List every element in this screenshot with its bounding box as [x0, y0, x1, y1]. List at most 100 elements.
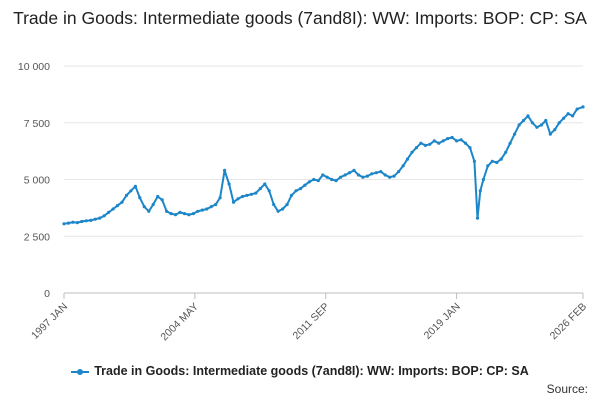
- data-point[interactable]: [165, 209, 169, 213]
- data-point[interactable]: [548, 132, 552, 136]
- data-point[interactable]: [66, 221, 71, 225]
- data-point[interactable]: [80, 219, 84, 224]
- data-point[interactable]: [142, 205, 146, 209]
- data-point[interactable]: [249, 192, 253, 196]
- data-point[interactable]: [98, 216, 102, 220]
- legend[interactable]: Trade in Goods: Intermediate goods (7and…: [0, 364, 600, 378]
- data-point[interactable]: [240, 194, 245, 199]
- data-point[interactable]: [517, 123, 521, 127]
- data-point[interactable]: [258, 187, 262, 191]
- data-point[interactable]: [138, 196, 142, 200]
- data-point[interactable]: [526, 114, 530, 118]
- data-point[interactable]: [62, 222, 66, 226]
- data-point[interactable]: [370, 172, 374, 176]
- data-point[interactable]: [156, 194, 160, 199]
- data-point[interactable]: [405, 157, 410, 161]
- data-point[interactable]: [365, 174, 369, 178]
- data-point[interactable]: [218, 196, 222, 200]
- data-point[interactable]: [276, 209, 280, 213]
- data-point[interactable]: [446, 137, 450, 141]
- data-point[interactable]: [169, 212, 173, 216]
- data-point[interactable]: [379, 170, 383, 174]
- data-point[interactable]: [566, 112, 570, 116]
- data-point[interactable]: [459, 138, 463, 142]
- data-point[interactable]: [423, 143, 427, 147]
- data-point[interactable]: [490, 159, 494, 163]
- data-point[interactable]: [401, 164, 405, 168]
- data-point[interactable]: [374, 171, 378, 175]
- data-point[interactable]: [475, 216, 480, 220]
- data-point[interactable]: [504, 150, 508, 154]
- data-point[interactable]: [191, 212, 195, 216]
- data-point[interactable]: [160, 198, 164, 202]
- data-point[interactable]: [151, 202, 155, 207]
- data-point[interactable]: [499, 157, 503, 161]
- data-point[interactable]: [581, 105, 585, 109]
- data-point[interactable]: [481, 177, 485, 182]
- data-point[interactable]: [397, 170, 401, 174]
- data-point[interactable]: [133, 184, 137, 188]
- data-point[interactable]: [468, 146, 472, 150]
- data-point[interactable]: [236, 197, 240, 201]
- data-point[interactable]: [352, 168, 356, 172]
- data-point[interactable]: [267, 189, 271, 193]
- data-point[interactable]: [392, 174, 396, 178]
- data-point[interactable]: [111, 207, 115, 211]
- data-point[interactable]: [557, 121, 561, 125]
- data-point[interactable]: [419, 141, 423, 145]
- data-point[interactable]: [187, 213, 191, 217]
- data-point[interactable]: [298, 187, 303, 191]
- data-point[interactable]: [223, 168, 227, 172]
- data-point[interactable]: [562, 116, 566, 120]
- data-point[interactable]: [508, 141, 512, 145]
- data-point[interactable]: [472, 159, 476, 163]
- data-point[interactable]: [428, 142, 432, 146]
- data-point[interactable]: [455, 139, 459, 143]
- data-point[interactable]: [321, 173, 325, 177]
- data-point[interactable]: [343, 173, 347, 177]
- data-point[interactable]: [200, 208, 204, 212]
- data-point[interactable]: [245, 193, 249, 197]
- data-point[interactable]: [312, 177, 316, 182]
- data-point[interactable]: [209, 205, 213, 209]
- data-point[interactable]: [93, 217, 97, 221]
- data-point[interactable]: [84, 219, 88, 223]
- data-point[interactable]: [432, 139, 436, 143]
- data-point[interactable]: [205, 207, 209, 211]
- data-point[interactable]: [330, 177, 334, 182]
- data-point[interactable]: [437, 141, 441, 145]
- data-point[interactable]: [120, 200, 124, 204]
- data-point[interactable]: [521, 118, 526, 123]
- data-point[interactable]: [281, 207, 285, 211]
- data-point[interactable]: [535, 125, 539, 129]
- data-point[interactable]: [539, 123, 544, 127]
- data-point[interactable]: [334, 179, 338, 183]
- data-point[interactable]: [129, 189, 133, 193]
- data-point[interactable]: [339, 175, 343, 179]
- data-point[interactable]: [316, 179, 320, 183]
- data-point[interactable]: [495, 160, 499, 165]
- data-point[interactable]: [178, 210, 182, 214]
- data-point[interactable]: [575, 107, 579, 111]
- data-point[interactable]: [107, 210, 111, 214]
- data-point[interactable]: [147, 209, 151, 213]
- data-point[interactable]: [214, 202, 218, 207]
- data-point[interactable]: [227, 182, 231, 186]
- data-point[interactable]: [361, 175, 365, 179]
- data-point[interactable]: [71, 220, 75, 224]
- data-point[interactable]: [441, 139, 445, 143]
- data-point[interactable]: [347, 171, 352, 175]
- data-point[interactable]: [285, 202, 289, 207]
- data-point[interactable]: [124, 193, 129, 197]
- data-point[interactable]: [102, 214, 106, 218]
- data-point[interactable]: [513, 132, 517, 136]
- data-point[interactable]: [450, 135, 454, 140]
- data-point[interactable]: [478, 189, 482, 193]
- data-point[interactable]: [89, 218, 93, 222]
- data-point[interactable]: [410, 150, 414, 154]
- data-point[interactable]: [272, 202, 276, 207]
- data-point[interactable]: [115, 204, 120, 208]
- data-point[interactable]: [414, 146, 418, 150]
- data-point[interactable]: [486, 164, 490, 168]
- data-point[interactable]: [231, 200, 236, 204]
